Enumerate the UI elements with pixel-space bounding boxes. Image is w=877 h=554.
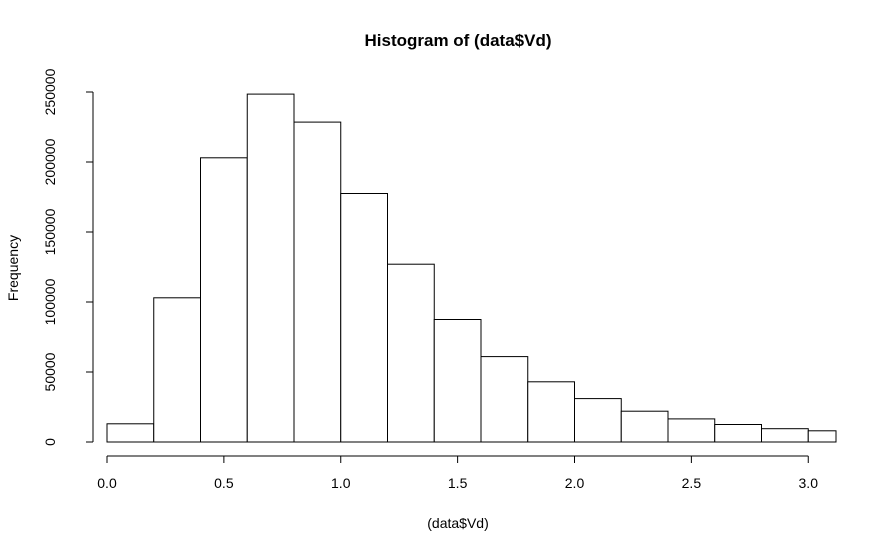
chart-title: Histogram of (data$Vd)	[364, 31, 551, 50]
histogram-bar	[200, 157, 248, 443]
y-tick-label: 200000	[42, 138, 58, 185]
histogram-bar	[807, 430, 837, 443]
y-tick-label: 0	[42, 438, 58, 446]
y-tick-label: 150000	[42, 208, 58, 255]
x-tick-label: 1.5	[448, 475, 468, 491]
histogram-bar	[433, 319, 482, 443]
histogram-bar	[761, 428, 809, 443]
histogram-bar	[293, 121, 342, 443]
x-tick-label: 2.5	[682, 475, 702, 491]
y-tick-label: 250000	[42, 68, 58, 115]
y-axis: 0 50000 100000 150000 200000 250000	[42, 68, 94, 446]
x-tick-label: 3.0	[799, 475, 819, 491]
histogram-bar	[106, 423, 155, 443]
histogram-bar	[480, 356, 529, 443]
x-axis: 0.0 0.5 1.0 1.5 2.0 2.5 3.0	[97, 455, 819, 491]
histogram-bar	[246, 93, 295, 443]
histogram-bar	[340, 193, 388, 443]
bars-group	[106, 93, 837, 443]
x-axis-label: (data$Vd)	[427, 515, 488, 531]
x-tick-label: 0.0	[97, 475, 117, 491]
histogram-bar	[527, 381, 575, 443]
y-tick-label: 50000	[42, 352, 58, 391]
x-tick-label: 2.0	[565, 475, 585, 491]
histogram-bar	[387, 263, 435, 443]
y-tick-label: 100000	[42, 278, 58, 325]
histogram-bar	[714, 424, 762, 443]
histogram-bar	[153, 297, 201, 443]
x-tick-label: 0.5	[214, 475, 234, 491]
x-tick-label: 1.0	[331, 475, 351, 491]
histogram-bar	[620, 410, 669, 443]
histogram-bar	[574, 398, 622, 443]
histogram-bar	[667, 418, 716, 443]
y-axis-label: Frequency	[5, 235, 21, 301]
